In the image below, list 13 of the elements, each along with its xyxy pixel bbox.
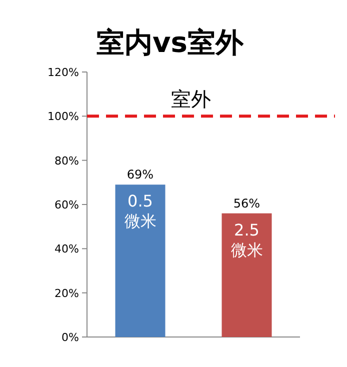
data-label: 56%	[233, 196, 260, 210]
x-tick-label: 2.5 微米	[230, 220, 263, 260]
y-tick-label: 80%	[54, 154, 79, 168]
y-tick-label: 60%	[54, 198, 79, 212]
ref-line-label: 室外	[171, 87, 211, 112]
chart-title: 室内vs室外	[96, 26, 244, 59]
y-tick-label: 120%	[48, 66, 79, 79]
data-label: 69%	[126, 168, 154, 182]
y-tick-label: 0%	[62, 331, 79, 344]
y-tick-label: 20%	[54, 286, 79, 300]
x-tick-label: 0.5 微米	[124, 192, 156, 231]
y-tick-label: 100%	[48, 110, 79, 124]
y-tick-label: 40%	[54, 242, 79, 256]
